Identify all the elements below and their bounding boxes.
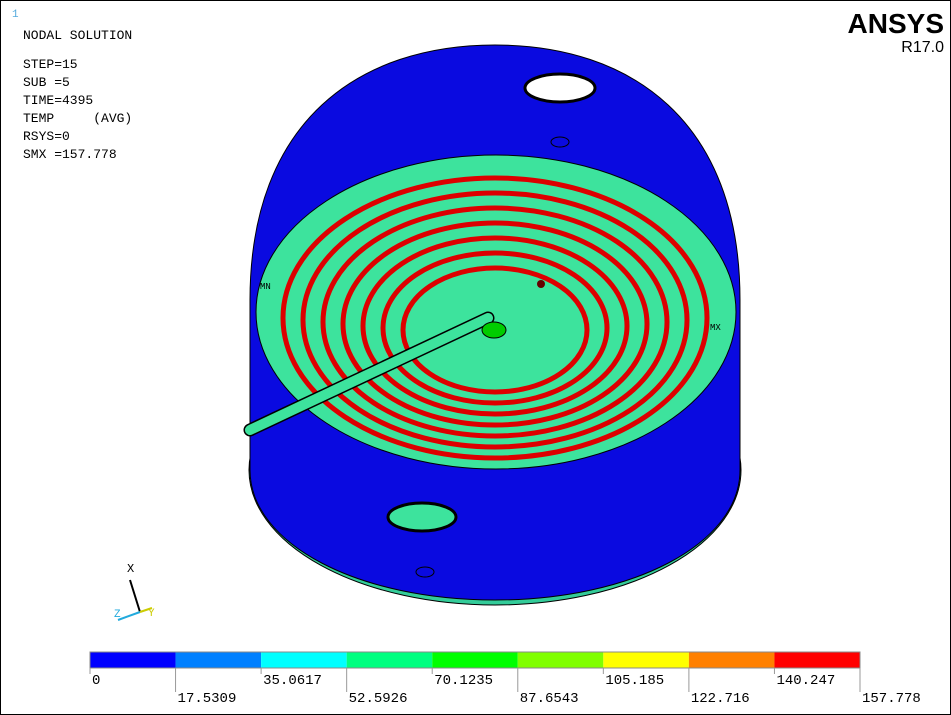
- brand-version: R17.0: [901, 39, 944, 56]
- legend-label: 35.0617: [263, 673, 322, 689]
- legend-band: [603, 652, 689, 668]
- coil-end: [537, 280, 545, 288]
- legend-band: [90, 652, 176, 668]
- legend-label: 105.185: [605, 673, 664, 689]
- legend-label: 87.6543: [520, 691, 579, 707]
- max-label: MX: [710, 323, 721, 333]
- spiral-coil: [280, 175, 710, 461]
- header-line: TEMP (AVG): [23, 111, 132, 126]
- header-title: NODAL SOLUTION: [23, 28, 132, 43]
- legend-band: [774, 652, 860, 668]
- legend-band: [688, 652, 775, 668]
- triad: X Z Y: [114, 562, 155, 621]
- triad-z: Z: [114, 609, 121, 621]
- legend-band: [175, 652, 262, 668]
- header-line: TIME=4395: [23, 93, 93, 108]
- port: [550, 136, 570, 148]
- inner-floor: [255, 154, 737, 470]
- legend-label: 0: [92, 673, 100, 689]
- legend-border: [89, 651, 861, 669]
- legend-label: 17.5309: [178, 691, 237, 707]
- legend-label: 157.778: [862, 691, 921, 707]
- legend-band: [346, 652, 433, 668]
- legend-band: [432, 652, 518, 668]
- legend-band: [261, 652, 347, 668]
- port: [523, 72, 597, 104]
- legend-label: 140.247: [776, 673, 835, 689]
- header-line: RSYS=0: [23, 129, 70, 144]
- legend-label: 122.716: [691, 691, 750, 707]
- outlet: [481, 321, 507, 339]
- header-line: SMX =157.778: [23, 147, 117, 162]
- window-number: 1: [12, 9, 19, 21]
- legend-label: 70.1235: [434, 673, 493, 689]
- min-label: MN: [260, 282, 271, 292]
- legend-label: 52.5926: [349, 691, 408, 707]
- port: [415, 566, 435, 578]
- header-lines: STEP=15 SUB =5 TIME=4395 TEMP (AVG) RSYS=0 SM…: [23, 57, 132, 162]
- triad-y: Y: [148, 608, 155, 620]
- header-line: SUB =5: [23, 75, 70, 90]
- pipe: [245, 313, 493, 435]
- triad-x: X: [127, 562, 134, 576]
- legend: 0 17.5309 35.0617 52.5926 70.1235 87.6543 105.…: [89, 651, 921, 707]
- model: MN MX: [243, 44, 742, 606]
- legend-band: [517, 652, 604, 668]
- port: [386, 501, 458, 533]
- brand-name: ANSYS: [848, 8, 944, 39]
- header-line: STEP=15: [23, 57, 78, 72]
